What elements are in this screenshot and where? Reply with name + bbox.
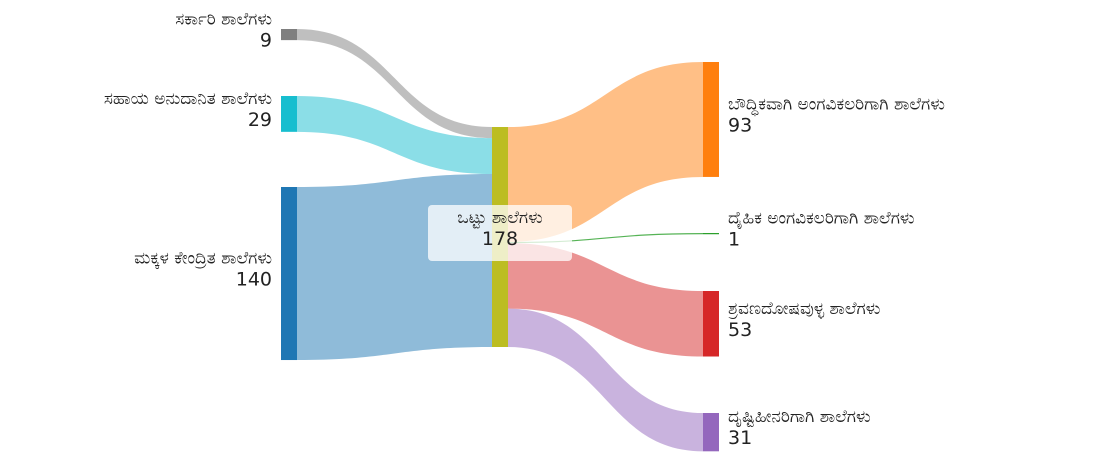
node-value: 178 — [482, 228, 518, 250]
node-value: 29 — [248, 109, 272, 131]
node — [281, 187, 297, 361]
node-label: ಸರ್ಕಾರಿ ಶಾಲೆಗಳು — [175, 10, 272, 30]
node — [281, 96, 297, 132]
node-value: 93 — [728, 114, 752, 136]
node-value: 9 — [260, 30, 272, 52]
node-label: ಸಹಾಯ ಅನುದಾನಿತ ಶಾಲೆಗಳು — [104, 89, 272, 109]
node-value: 31 — [728, 427, 752, 449]
node — [703, 291, 719, 357]
label-box — [428, 205, 572, 261]
link — [297, 96, 492, 174]
node-label: ಒಟ್ಟು ಶಾಲೆಗಳು — [457, 208, 542, 229]
node — [703, 233, 719, 235]
node-label: ಮಕ್ಕಳ ಕೇಂದ್ರಿತ ಶಾಲೆಗಳು — [134, 249, 272, 269]
node-label: ದೃಷ್ಟಿಹೀನರಿಗಾಗಿ ಶಾಲೆಗಳು — [728, 407, 871, 427]
node — [281, 29, 297, 41]
node-label: ದೈಹಿಕ ಅಂಗವಿಕಲರಿಗಾಗಿ ಶಾಲೆಗಳು — [728, 209, 915, 230]
link — [508, 62, 703, 242]
link — [508, 308, 703, 452]
link — [508, 243, 703, 357]
node-label: ಬೌದ್ಧಿಕವಾಗಿ ಅಂಗವಿಕಲರಿಗಾಗಿ ಶಾಲೆಗಳು — [728, 94, 945, 117]
node-label: ಶ್ರವಣದೋಷವುಳ್ಳ ಶಾಲೆಗಳು — [728, 299, 880, 319]
node-value: 53 — [728, 319, 752, 341]
node — [703, 413, 719, 452]
link — [297, 173, 492, 361]
node-value: 140 — [236, 269, 272, 291]
node-value: 1 — [728, 229, 740, 251]
link — [297, 29, 492, 139]
node — [703, 62, 719, 177]
